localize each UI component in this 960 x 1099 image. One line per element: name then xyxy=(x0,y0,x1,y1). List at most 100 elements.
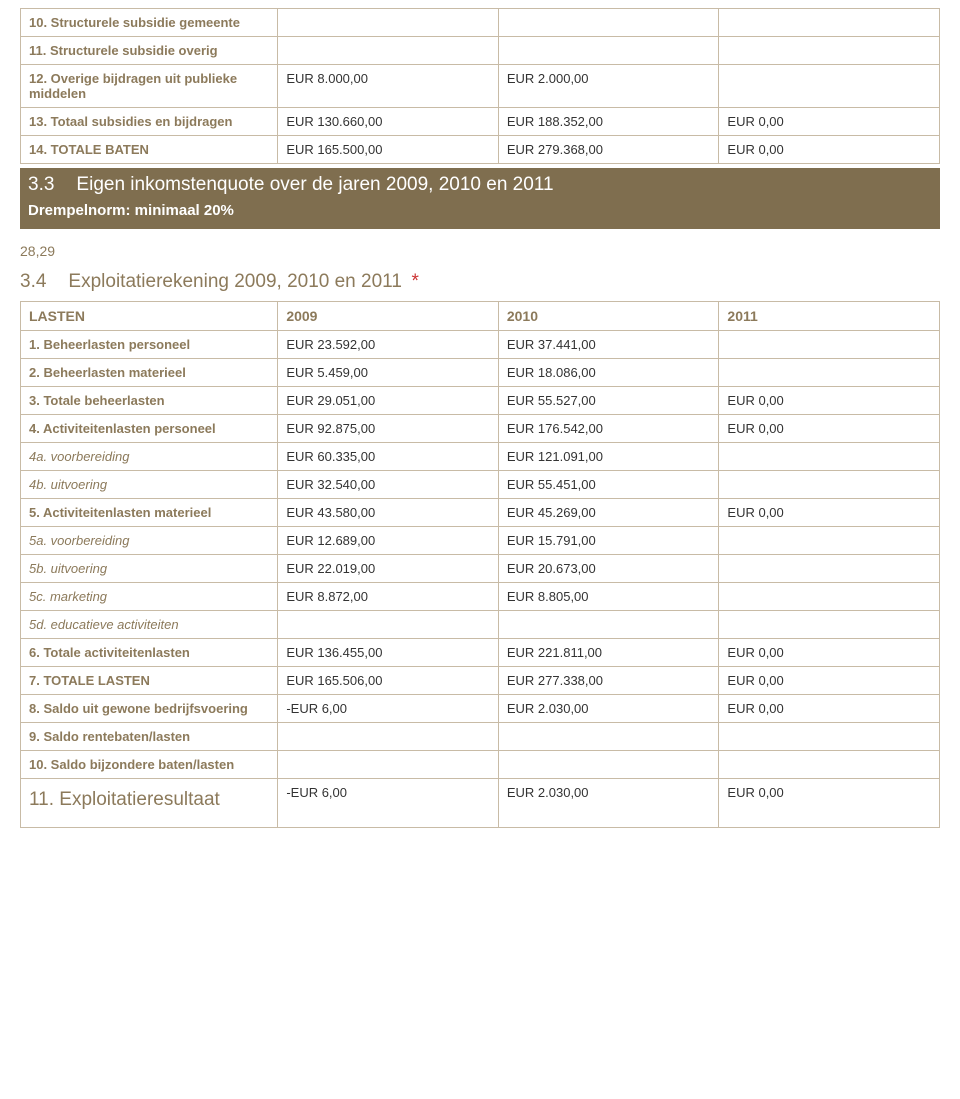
table-row: 10. Structurele subsidie gemeente xyxy=(21,9,940,37)
cell-2009 xyxy=(278,37,499,65)
row-label: 12. Overige bijdragen uit publieke midde… xyxy=(21,65,278,108)
cell-2009: EUR 130.660,00 xyxy=(278,108,499,136)
row-label: 13. Totaal subsidies en bijdragen xyxy=(21,108,278,136)
row-label: 7. TOTALE LASTEN xyxy=(21,667,278,695)
cell-2009: EUR 8.872,00 xyxy=(278,583,499,611)
cell-2009 xyxy=(278,723,499,751)
cell-2011 xyxy=(719,65,940,108)
cell-2009: EUR 43.580,00 xyxy=(278,499,499,527)
section-3-3-num: 3.3 xyxy=(28,174,54,196)
table-row: 7. TOTALE LASTENEUR 165.506,00EUR 277.33… xyxy=(21,667,940,695)
cell-2011: EUR 0,00 xyxy=(719,499,940,527)
cell-2010: EUR 176.542,00 xyxy=(498,415,719,443)
row-label: 4. Activiteitenlasten personeel xyxy=(21,415,278,443)
lasten-header-2010: 2010 xyxy=(498,302,719,331)
cell-2009: EUR 136.455,00 xyxy=(278,639,499,667)
cell-2010: EUR 188.352,00 xyxy=(498,108,719,136)
cell-2011 xyxy=(719,9,940,37)
cell-2009: -EUR 6,00 xyxy=(278,695,499,723)
cell-2011 xyxy=(719,527,940,555)
table-row: 4a. voorbereidingEUR 60.335,00EUR 121.09… xyxy=(21,443,940,471)
cell-2010: EUR 121.091,00 xyxy=(498,443,719,471)
required-star: * xyxy=(412,271,419,292)
cell-2011: EUR 0,00 xyxy=(719,387,940,415)
row-label: 5a. voorbereiding xyxy=(21,527,278,555)
cell-2010: EUR 221.811,00 xyxy=(498,639,719,667)
row-label: 6. Totale activiteitenlasten xyxy=(21,639,278,667)
cell-2011 xyxy=(719,611,940,639)
cell-2010: EUR 37.441,00 xyxy=(498,331,719,359)
row-label: 8. Saldo uit gewone bedrijfsvoering xyxy=(21,695,278,723)
table-row: 12. Overige bijdragen uit publieke midde… xyxy=(21,65,940,108)
cell-2010 xyxy=(498,751,719,779)
lasten-table: LASTEN 2009 2010 2011 1. Beheerlasten pe… xyxy=(20,301,940,828)
baten-table: 10. Structurele subsidie gemeente11. Str… xyxy=(20,8,940,164)
cell-2010 xyxy=(498,723,719,751)
cell-2009: EUR 29.051,00 xyxy=(278,387,499,415)
cell-2009: EUR 5.459,00 xyxy=(278,359,499,387)
row-label: 10. Structurele subsidie gemeente xyxy=(21,9,278,37)
cell-2011 xyxy=(719,471,940,499)
table-row: 14. TOTALE BATENEUR 165.500,00EUR 279.36… xyxy=(21,136,940,164)
cell-2010: EUR 55.451,00 xyxy=(498,471,719,499)
table-row: 5c. marketingEUR 8.872,00EUR 8.805,00 xyxy=(21,583,940,611)
cell-2011: EUR 0,00 xyxy=(719,667,940,695)
cell-2011 xyxy=(719,37,940,65)
cell-2009 xyxy=(278,611,499,639)
row-label: 4a. voorbereiding xyxy=(21,443,278,471)
cell-2011: EUR 0,00 xyxy=(719,639,940,667)
lasten-header-row: LASTEN 2009 2010 2011 xyxy=(21,302,940,331)
table-row: 11. Structurele subsidie overig xyxy=(21,37,940,65)
section-3-4-num: 3.4 xyxy=(20,271,46,293)
row-label: 5. Activiteitenlasten materieel xyxy=(21,499,278,527)
table-row: 9. Saldo rentebaten/lasten xyxy=(21,723,940,751)
row-label: 4b. uitvoering xyxy=(21,471,278,499)
table-row: 3. Totale beheerlastenEUR 29.051,00EUR 5… xyxy=(21,387,940,415)
cell-2011 xyxy=(719,331,940,359)
cell-2011 xyxy=(719,583,940,611)
cell-2010 xyxy=(498,9,719,37)
cell-2009: EUR 165.506,00 xyxy=(278,667,499,695)
cell-2010: EUR 2.030,00 xyxy=(498,695,719,723)
section-3-3-sub: Drempelnorm: minimaal 20% xyxy=(28,202,932,219)
row-label: 14. TOTALE BATEN xyxy=(21,136,278,164)
section-3-4: 3.4 Exploitatierekening 2009, 2010 en 20… xyxy=(20,269,940,301)
cell-2009 xyxy=(278,751,499,779)
row-label: 10. Saldo bijzondere baten/lasten xyxy=(21,751,278,779)
cell-2010: EUR 279.368,00 xyxy=(498,136,719,164)
cell-2010: EUR 55.527,00 xyxy=(498,387,719,415)
cell-2011: EUR 0,00 xyxy=(719,415,940,443)
row-label: 11. Structurele subsidie overig xyxy=(21,37,278,65)
table-row: 4b. uitvoeringEUR 32.540,00EUR 55.451,00 xyxy=(21,471,940,499)
cell-2011 xyxy=(719,751,940,779)
cell-2010: EUR 15.791,00 xyxy=(498,527,719,555)
lasten-header-2009: 2009 xyxy=(278,302,499,331)
cell-2011 xyxy=(719,555,940,583)
result-2010: EUR 2.030,00 xyxy=(498,779,719,828)
row-label: 5b. uitvoering xyxy=(21,555,278,583)
cell-2009: EUR 60.335,00 xyxy=(278,443,499,471)
cell-2010: EUR 18.086,00 xyxy=(498,359,719,387)
section-3-3: 3.3 Eigen inkomstenquote over de jaren 2… xyxy=(20,168,940,229)
cell-2011: EUR 0,00 xyxy=(719,108,940,136)
table-row: 4. Activiteitenlasten personeelEUR 92.87… xyxy=(21,415,940,443)
table-row: 5b. uitvoeringEUR 22.019,00EUR 20.673,00 xyxy=(21,555,940,583)
cell-2010: EUR 2.000,00 xyxy=(498,65,719,108)
cell-2011 xyxy=(719,443,940,471)
cell-2011 xyxy=(719,723,940,751)
table-row: 10. Saldo bijzondere baten/lasten xyxy=(21,751,940,779)
cell-2011 xyxy=(719,359,940,387)
cell-2010: EUR 45.269,00 xyxy=(498,499,719,527)
lasten-header-label: LASTEN xyxy=(21,302,278,331)
cell-2009: EUR 92.875,00 xyxy=(278,415,499,443)
cell-2009: EUR 165.500,00 xyxy=(278,136,499,164)
result-row: 11. Exploitatieresultaat -EUR 6,00 EUR 2… xyxy=(21,779,940,828)
cell-2010: EUR 20.673,00 xyxy=(498,555,719,583)
table-row: 6. Totale activiteitenlastenEUR 136.455,… xyxy=(21,639,940,667)
row-label: 2. Beheerlasten materieel xyxy=(21,359,278,387)
table-row: 1. Beheerlasten personeelEUR 23.592,00EU… xyxy=(21,331,940,359)
cell-2009: EUR 12.689,00 xyxy=(278,527,499,555)
cell-2009: EUR 32.540,00 xyxy=(278,471,499,499)
section-3-3-title: Eigen inkomstenquote over de jaren 2009,… xyxy=(76,174,553,196)
table-row: 2. Beheerlasten materieelEUR 5.459,00EUR… xyxy=(21,359,940,387)
